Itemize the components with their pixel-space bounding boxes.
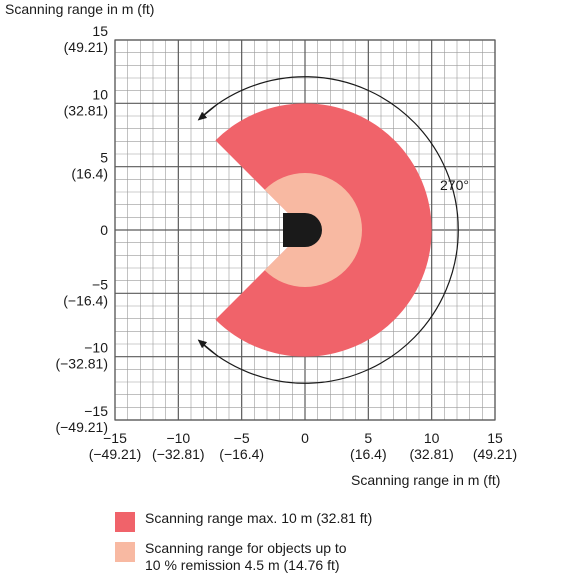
legend-item-remission-range: Scanning range for objects up to 10 % re… — [115, 540, 347, 574]
x-tick-label-ft: (−16.4) — [219, 446, 264, 462]
angle-label: 270° — [440, 177, 469, 193]
x-tick-label: −15 — [103, 430, 127, 446]
y-tick-label-ft: (−16.4) — [63, 292, 108, 308]
y-tick-label-ft: (49.21) — [64, 39, 108, 55]
y-tick-label-ft: (−49.21) — [55, 419, 108, 435]
x-tick-label-ft: (16.4) — [350, 446, 387, 462]
y-tick-label-ft: (16.4) — [71, 166, 108, 182]
x-tick-label-ft: (32.81) — [409, 446, 453, 462]
x-tick-label: 10 — [424, 430, 440, 446]
scanner-icon — [283, 213, 322, 247]
y-tick-label: −5 — [92, 276, 108, 292]
x-tick-label: 15 — [487, 430, 503, 446]
y-tick-label: −15 — [84, 403, 108, 419]
arrow-bottom — [198, 340, 217, 355]
y-tick-labels: 15(49.21)10(32.81)5(16.4)0−5(−16.4)−10(−… — [55, 23, 108, 435]
x-axis-title: Scanning range in m (ft) — [351, 472, 500, 488]
y-tick-label-ft: (−32.81) — [55, 356, 108, 372]
x-tick-label: 0 — [301, 430, 309, 446]
legend-label-max-range: Scanning range max. 10 m (32.81 ft) — [145, 510, 372, 527]
arrow-top — [198, 104, 217, 119]
x-tick-label-ft: (−49.21) — [89, 446, 142, 462]
y-tick-label: 15 — [92, 23, 108, 39]
legend-label-remission-line2: 10 % remission 4.5 m (14.76 ft) — [145, 557, 347, 574]
legend-swatch-remission-range — [115, 542, 135, 562]
x-tick-label: −10 — [166, 430, 190, 446]
x-tick-label-ft: (49.21) — [473, 446, 517, 462]
x-tick-label: −5 — [234, 430, 250, 446]
y-axis-title: Scanning range in m (ft) — [5, 1, 154, 17]
x-tick-labels: −15(−49.21) −10(−32.81) −5(−16.4) 0 5(16.4) 1… — [89, 430, 517, 462]
x-tick-label-ft: (−32.81) — [152, 446, 205, 462]
y-tick-label: 10 — [92, 86, 108, 102]
legend-item-max-range: Scanning range max. 10 m (32.81 ft) — [115, 510, 372, 532]
y-tick-label-ft: (32.81) — [64, 102, 108, 118]
y-tick-label: −10 — [84, 340, 108, 356]
y-tick-label: 0 — [100, 222, 108, 238]
legend-label-remission-line1: Scanning range for objects up to — [145, 540, 347, 557]
legend-swatch-max-range — [115, 512, 135, 532]
x-tick-label: 5 — [364, 430, 372, 446]
y-tick-label: 5 — [100, 150, 108, 166]
